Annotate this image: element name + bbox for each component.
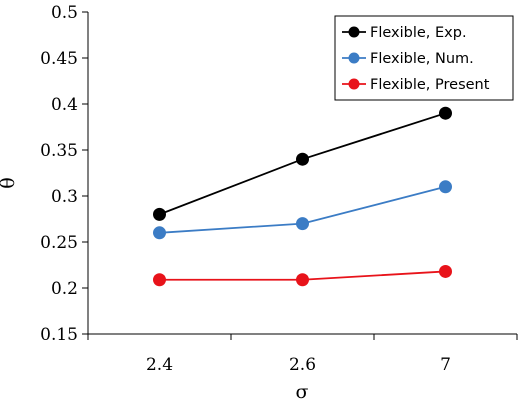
x-tick-label: 2.4: [146, 355, 173, 375]
data-point: [439, 106, 452, 120]
y-ticks: 0.15 0.2 0.25 0.3 0.35 0.4 0.45 0.5: [40, 3, 88, 345]
series-1: [153, 106, 452, 221]
series-layer: [153, 106, 452, 287]
data-point: [153, 207, 166, 221]
data-point: [296, 217, 309, 231]
series-3: [153, 264, 452, 287]
legend-item: Flexible, Present: [342, 77, 490, 93]
legend: Flexible, Exp. Flexible, Num. Flexible, Pr…: [334, 15, 514, 101]
data-point: [439, 264, 452, 278]
series-2: [153, 180, 452, 240]
data-point: [439, 180, 452, 194]
data-point: [296, 273, 309, 287]
data-point: [296, 152, 309, 166]
y-tick-label: 0.2: [51, 279, 78, 299]
legend-label: Flexible, Present: [370, 77, 490, 93]
legend-marker: [348, 52, 360, 64]
x-ticks: 2.4 2.6 7: [87, 334, 518, 375]
y-tick-label: 0.15: [40, 325, 78, 345]
legend-label: Flexible, Exp.: [370, 25, 467, 41]
x-tick-label: 2.6: [289, 355, 316, 375]
x-tick-label: 7: [440, 355, 451, 375]
x-axis-label: σ: [296, 381, 309, 403]
legend-label: Flexible, Num.: [370, 51, 474, 67]
legend-marker: [348, 78, 360, 90]
y-tick-label: 0.25: [40, 233, 78, 253]
y-tick-label: 0.4: [51, 95, 78, 115]
y-tick-label: 0.5: [51, 3, 78, 23]
legend-item: Flexible, Num.: [342, 51, 474, 67]
axes: [87, 12, 517, 335]
y-tick-label: 0.45: [40, 49, 78, 69]
legend-item: Flexible, Exp.: [342, 25, 467, 41]
y-axis-label: θ: [0, 177, 19, 188]
data-point: [153, 273, 166, 287]
data-point: [153, 226, 166, 240]
legend-marker: [348, 26, 360, 38]
y-tick-label: 0.3: [51, 187, 78, 207]
y-tick-label: 0.35: [40, 141, 78, 161]
